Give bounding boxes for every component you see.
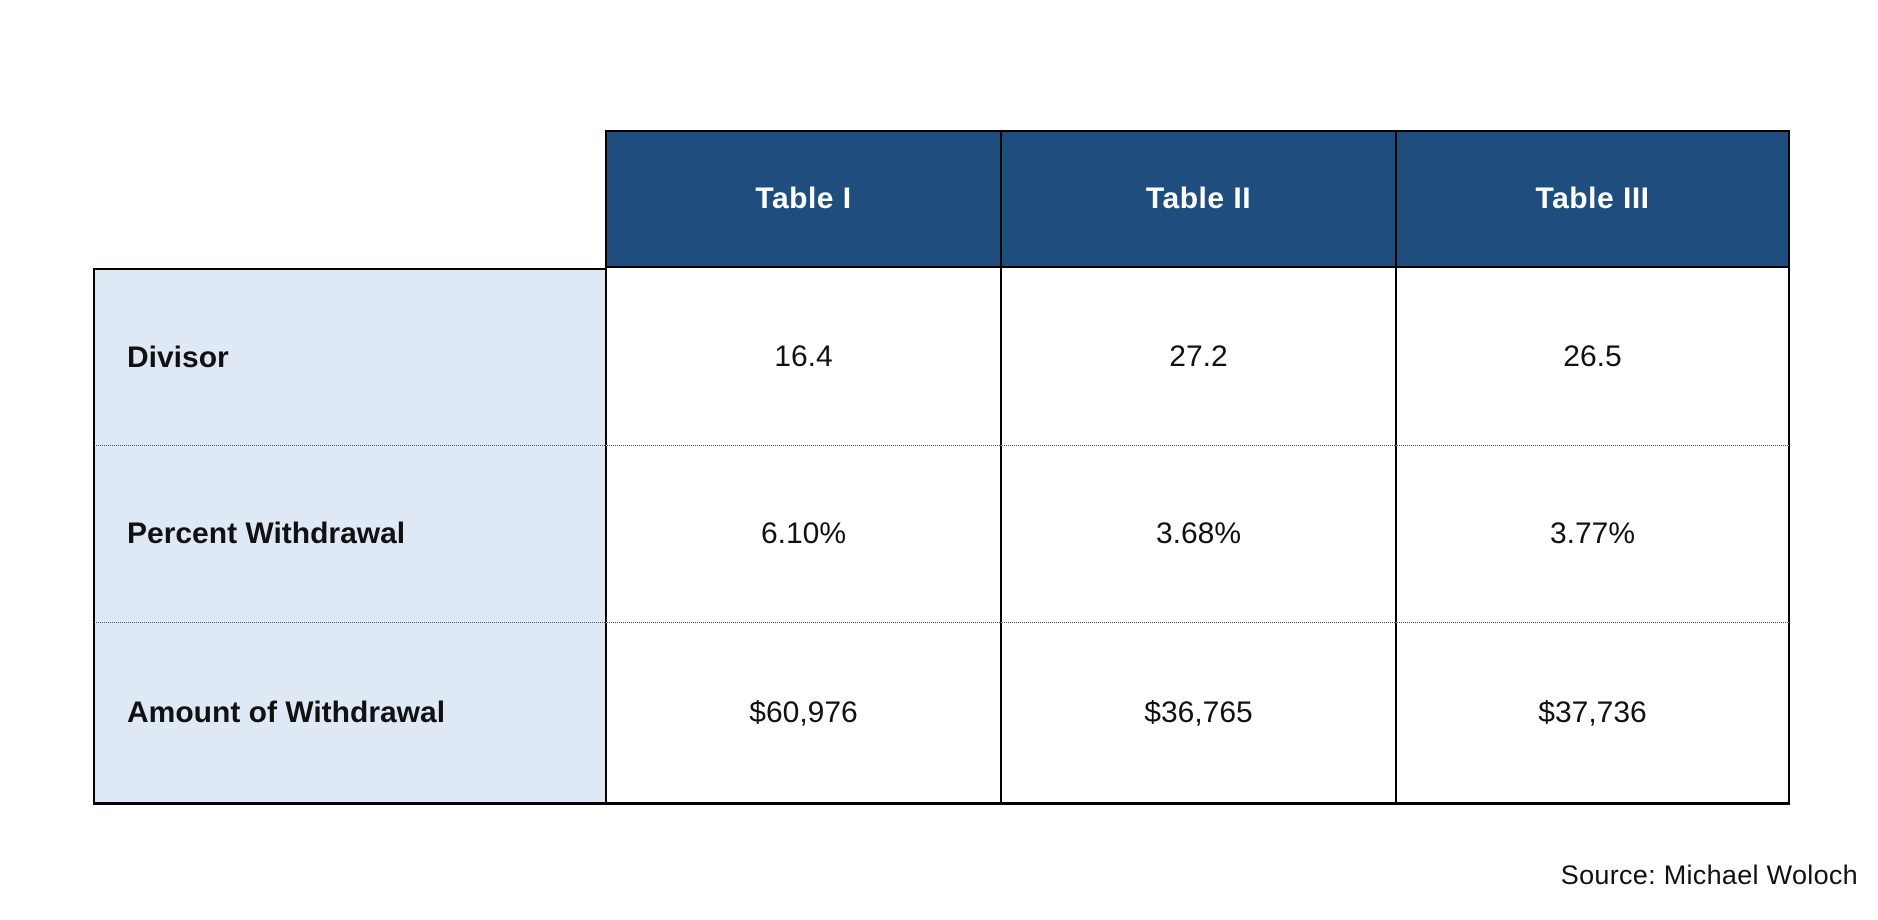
row-label-percent-withdrawal: Percent Withdrawal [93,445,605,622]
value-percent-withdrawal-table-i: 6.10% [605,445,1000,622]
value-percent-withdrawal-table-ii: 3.68% [1000,445,1395,622]
value-amount-of-withdrawal-table-ii: $36,765 [1000,622,1395,805]
value-divisor-table-iii: 26.5 [1395,268,1790,445]
column-header-table-i: Table I [605,130,1000,268]
column-header-table-iii: Table III [1395,130,1790,268]
source-credit: Source: Michael Woloch [1560,860,1858,890]
value-amount-of-withdrawal-table-i: $60,976 [605,622,1000,805]
row-label-amount-of-withdrawal: Amount of Withdrawal [93,622,605,805]
value-amount-of-withdrawal-table-iii: $37,736 [1395,622,1790,805]
row-label-divisor: Divisor [93,268,605,445]
value-percent-withdrawal-table-iii: 3.77% [1395,445,1790,622]
table-corner-spacer [93,130,605,268]
withdrawal-comparison-table: Table I Table II Table III Divisor 16.4 … [93,130,1790,805]
column-header-table-ii: Table II [1000,130,1395,268]
value-divisor-table-ii: 27.2 [1000,268,1395,445]
value-divisor-table-i: 16.4 [605,268,1000,445]
